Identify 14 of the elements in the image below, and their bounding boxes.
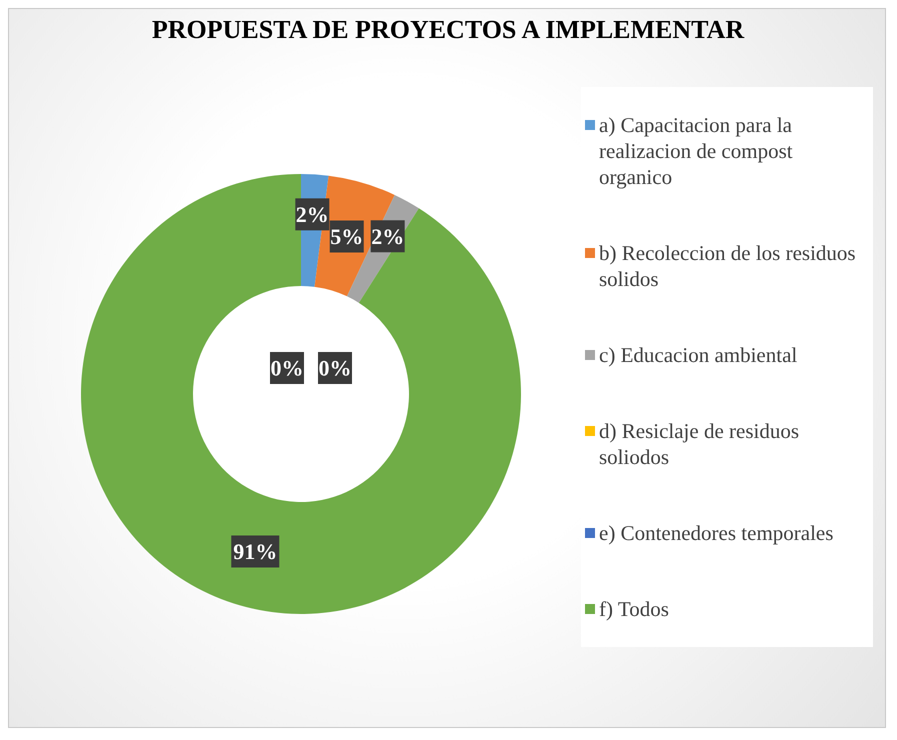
data-label: 91% <box>233 538 278 564</box>
text: 0% <box>318 356 352 380</box>
data-label: 2% <box>296 202 329 227</box>
legend-label: d) Resiclaje de residuos soliodos <box>599 418 800 470</box>
legend-label: b) Recoleccion de los residuos solidos <box>599 240 857 292</box>
text: 0% <box>270 356 304 380</box>
legend-label: f) Todos <box>599 596 669 622</box>
donut-slice <box>81 174 521 614</box>
data-label: 5% <box>330 224 364 250</box>
chart-title: PROPUESTA DE PROYECTOS A IMPLEMENTAR <box>150 15 746 45</box>
legend-label: e) Contenedores temporales <box>599 520 834 546</box>
legend-label: a) Capacitacion para la realizacion de compost organico <box>599 112 794 190</box>
data-label: 2% <box>371 224 404 249</box>
legend-label: c) Educacion ambiental <box>599 342 798 368</box>
